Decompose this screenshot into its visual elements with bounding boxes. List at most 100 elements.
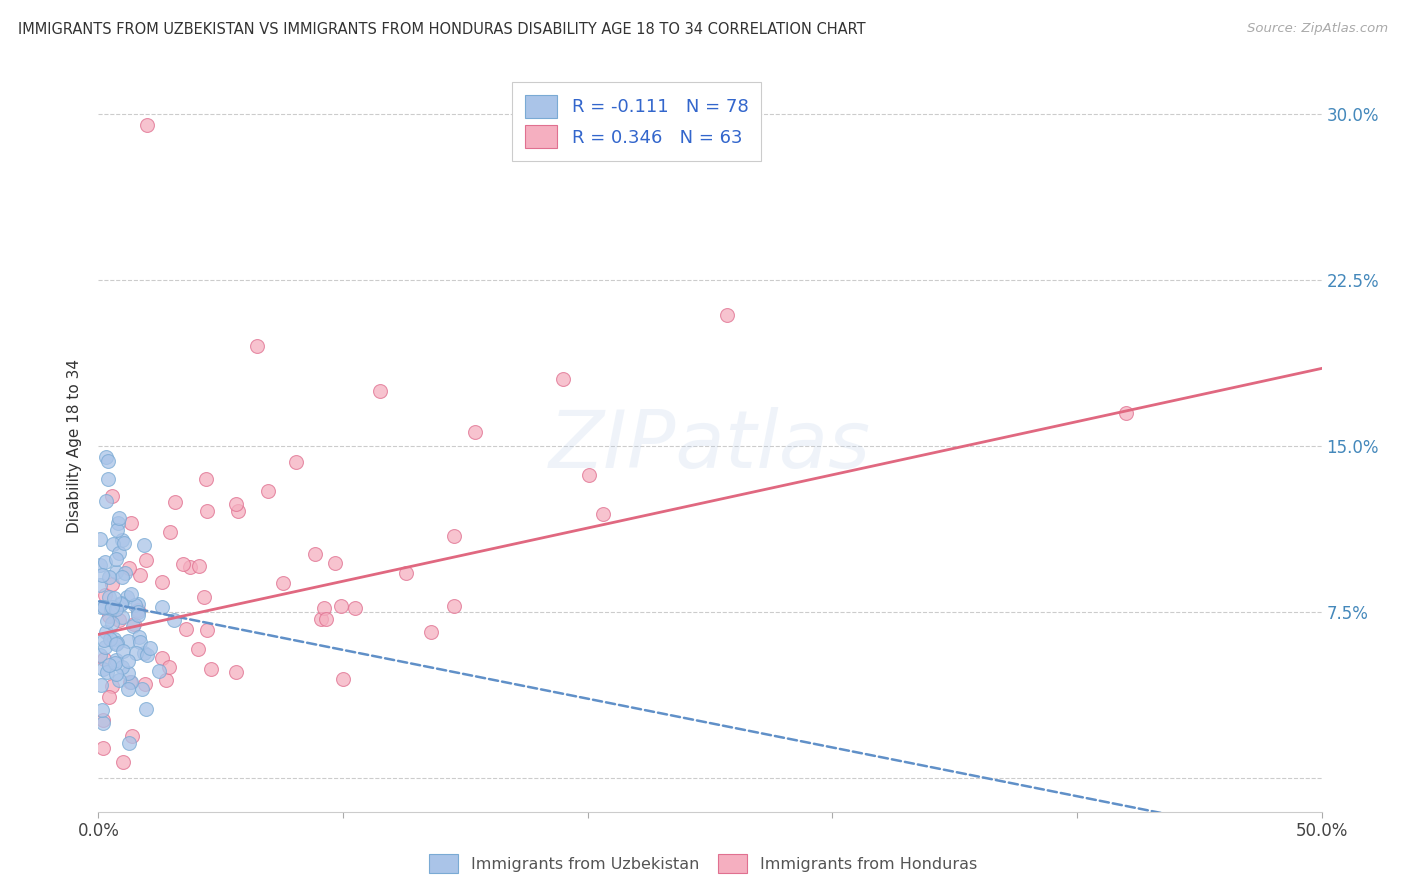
Point (96, 614, 118, 628)
Point (97, 570, 120, 584)
Point (314, 600, 336, 615)
Point (90, 599, 112, 614)
Point (150, 574, 173, 589)
Point (187, 559, 209, 574)
Point (395, 566, 418, 580)
Point (309, 612, 332, 626)
Point (111, 610, 134, 624)
Point (111, 533, 134, 547)
Point (1115, 406, 1137, 420)
Point (93, 632, 115, 647)
Point (90, 568, 112, 582)
Point (94, 588, 117, 602)
Point (443, 529, 465, 543)
Point (304, 547, 326, 561)
Point (110, 598, 132, 612)
Point (117, 654, 139, 668)
Point (125, 646, 148, 660)
Point (89, 532, 111, 546)
Point (129, 635, 152, 649)
Point (139, 641, 162, 656)
Point (128, 568, 150, 582)
Point (101, 576, 124, 591)
Point (246, 339, 269, 353)
Point (112, 755, 135, 769)
Point (578, 468, 600, 483)
Point (111, 660, 134, 674)
Point (115, 591, 138, 605)
Point (163, 495, 186, 509)
Point (225, 665, 247, 679)
Point (112, 535, 135, 549)
Point (110, 596, 132, 610)
Point (94, 450, 117, 464)
Point (97, 658, 120, 673)
Point (89, 578, 111, 592)
Point (368, 384, 391, 398)
Point (97, 472, 120, 486)
Point (127, 598, 149, 612)
Point (118, 561, 141, 575)
Point (187, 642, 209, 657)
Point (104, 657, 127, 671)
Point (117, 681, 139, 696)
Point (100, 615, 122, 630)
Point (103, 591, 125, 605)
Point (96, 665, 118, 679)
Point (172, 558, 194, 572)
Point (120, 675, 142, 690)
Point (101, 537, 124, 551)
Point (98, 609, 121, 624)
Point (108, 545, 131, 559)
Point (135, 648, 157, 662)
Point (118, 736, 141, 750)
Point (128, 631, 150, 645)
Point (100, 489, 122, 503)
Point (107, 516, 129, 530)
Point (97, 454, 120, 468)
Point (200, 663, 222, 677)
Point (105, 552, 128, 566)
Point (114, 566, 136, 580)
Point (105, 523, 128, 537)
Point (91, 663, 114, 677)
Point (89, 648, 111, 662)
Point (93, 555, 115, 569)
Point (419, 624, 441, 639)
Point (271, 576, 294, 591)
Point (315, 612, 337, 626)
Point (155, 673, 177, 687)
Point (343, 601, 366, 615)
Point (134, 646, 156, 660)
Point (150, 651, 173, 665)
Point (105, 635, 128, 649)
Point (464, 425, 486, 440)
Text: ZIPatlas: ZIPatlas (548, 407, 872, 485)
Point (195, 504, 218, 518)
Point (159, 524, 181, 539)
Point (332, 672, 354, 686)
Point (96, 624, 118, 639)
Point (104, 566, 127, 580)
Point (100, 601, 122, 615)
Point (127, 603, 149, 617)
Point (443, 599, 465, 613)
Point (120, 586, 142, 600)
Point (135, 702, 157, 716)
Point (127, 608, 149, 623)
Point (124, 598, 146, 612)
Point (323, 556, 346, 570)
Point (195, 623, 218, 637)
Point (89, 558, 111, 572)
Point (107, 673, 129, 687)
Point (104, 666, 127, 681)
Point (716, 308, 738, 322)
Point (121, 729, 143, 743)
Point (108, 511, 131, 525)
Point (174, 622, 197, 636)
Point (120, 674, 142, 689)
Point (551, 372, 574, 386)
Point (285, 455, 308, 469)
Y-axis label: Disability Age 18 to 34: Disability Age 18 to 34 (67, 359, 83, 533)
Point (91, 703, 114, 717)
